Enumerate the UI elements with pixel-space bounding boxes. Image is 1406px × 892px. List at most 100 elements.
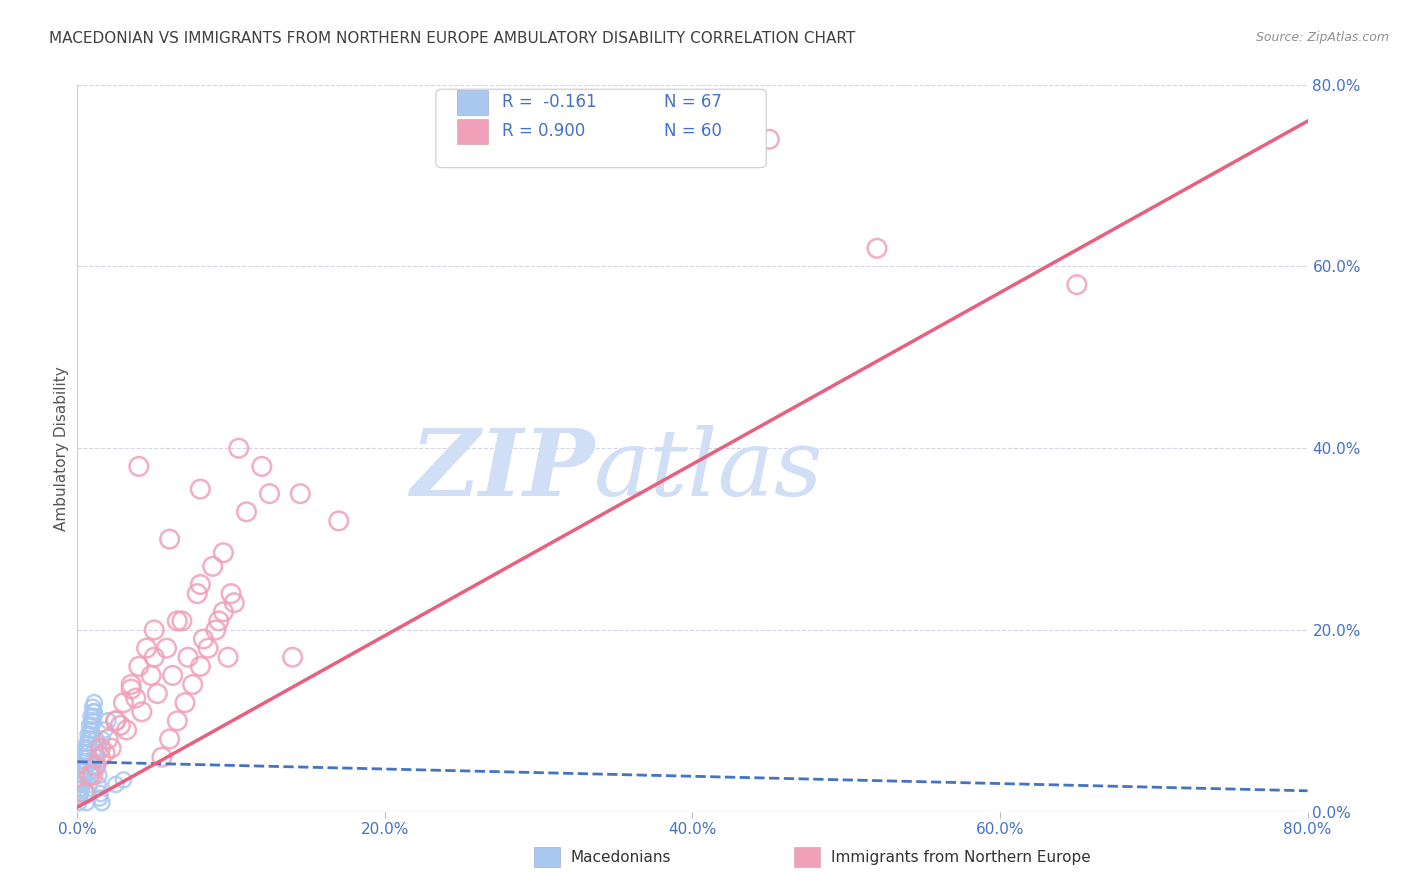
Point [84,731,107,746]
Point [115,723,138,737]
Point [90,731,114,746]
Text: Macedonians: Macedonians [571,850,671,864]
Point [75,750,97,764]
Point [112,772,135,787]
Point [224,596,246,610]
Point [89,791,111,805]
Point [80,709,103,723]
Point [181,677,204,691]
Text: Immigrants from Northern Europe: Immigrants from Northern Europe [831,850,1091,864]
Point [82,705,104,719]
Point [201,559,224,574]
Point [77,727,100,741]
Point [79,777,101,791]
Point [70,764,93,778]
Point [70,777,93,791]
Point [69,782,91,797]
Point [155,641,177,656]
Point [83,696,105,710]
Point [72,768,94,782]
Point [73,787,96,801]
Point [72,768,94,782]
Text: R =  -0.161: R = -0.161 [502,93,596,111]
Point [86,750,108,764]
Y-axis label: Ambulatory Disability: Ambulatory Disability [53,366,69,531]
Point [143,623,166,637]
Point [204,623,226,637]
Point [174,696,197,710]
Point [190,577,212,591]
Point [97,731,120,746]
Point [128,459,150,474]
Point [186,587,208,601]
Point [100,741,122,756]
Point [73,755,96,769]
Point [112,696,135,710]
Point [235,505,257,519]
Point [86,759,108,773]
Point [250,459,273,474]
Point [76,741,98,756]
Point [190,659,212,673]
Point [94,723,117,737]
Point [76,750,98,764]
Point [77,737,100,751]
Point [104,777,127,791]
Point [73,764,96,778]
Point [84,741,107,756]
Text: MACEDONIAN VS IMMIGRANTS FROM NORTHERN EUROPE AMBULATORY DISABILITY CORRELATION : MACEDONIAN VS IMMIGRANTS FROM NORTHERN E… [49,31,855,46]
Point [120,681,142,696]
Point [79,727,101,741]
Point [69,787,91,801]
Point [73,759,96,773]
Point [104,714,127,728]
Text: R = 0.900: R = 0.900 [502,122,585,140]
Point [87,777,110,791]
Point [90,796,114,810]
Point [328,514,350,528]
Point [82,768,104,782]
Point [219,587,242,601]
Point [141,668,163,682]
Text: atlas: atlas [595,425,824,515]
Point [290,486,312,500]
Point [73,759,96,773]
Point [87,768,110,782]
Point [281,650,304,665]
Point [72,764,94,778]
Point [70,782,93,797]
Point [166,614,188,628]
Text: N = 67: N = 67 [664,93,721,111]
Point [131,705,153,719]
Point [69,772,91,787]
Point [120,677,142,691]
Point [76,796,98,810]
Point [97,714,120,728]
Point [89,741,111,756]
Point [197,641,219,656]
Point [80,718,103,732]
Point [228,442,250,455]
Point [75,755,97,769]
Point [70,777,93,791]
Point [69,791,91,805]
Point [166,714,188,728]
Point [84,750,107,764]
Point [80,723,103,737]
Point [82,709,104,723]
Point [69,787,91,801]
Point [217,650,239,665]
Point [212,546,235,560]
Point [259,486,281,500]
Point [89,750,111,764]
Point [79,768,101,782]
Point [89,787,111,801]
Point [79,731,101,746]
Point [159,532,181,546]
Point [135,641,157,656]
Point [79,723,101,737]
Point [125,691,148,706]
Point [162,668,184,682]
Text: ZIP: ZIP [409,425,595,515]
Point [212,605,235,619]
